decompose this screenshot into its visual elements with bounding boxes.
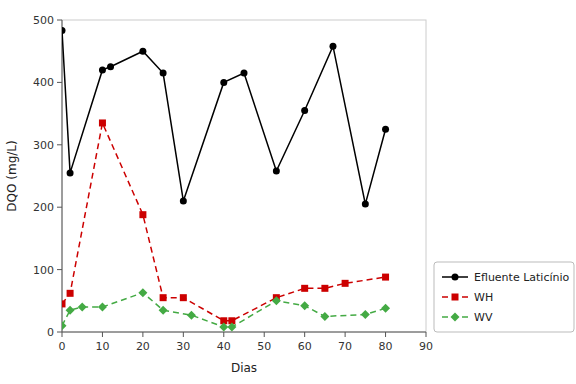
point xyxy=(342,280,349,287)
y-tick xyxy=(57,144,62,145)
legend-marker xyxy=(452,294,459,301)
point xyxy=(180,197,187,204)
point xyxy=(139,211,146,218)
point xyxy=(227,323,236,332)
point xyxy=(160,294,167,301)
point xyxy=(98,303,107,312)
point xyxy=(362,201,369,208)
point xyxy=(67,169,74,176)
x-tick xyxy=(304,332,305,337)
legend-label: Efluente Laticínio xyxy=(474,271,570,284)
point xyxy=(67,290,74,297)
x-tick xyxy=(264,332,265,337)
y-axis: 0 100 200 300 400 500 xyxy=(33,14,62,339)
x-tick xyxy=(385,332,386,337)
legend-label: WV xyxy=(474,311,493,324)
series-line xyxy=(62,31,386,204)
point xyxy=(329,43,336,50)
legend-marker xyxy=(451,313,460,322)
x-tick-label: 30 xyxy=(176,340,190,353)
x-tick xyxy=(142,332,143,337)
x-tick xyxy=(223,332,224,337)
point xyxy=(159,306,168,315)
legend-marker xyxy=(452,274,459,281)
point xyxy=(361,310,370,319)
x-tick-label: 50 xyxy=(257,340,271,353)
series xyxy=(62,288,390,331)
point xyxy=(220,79,227,86)
point xyxy=(138,288,147,297)
x-tick-label: 90 xyxy=(419,340,433,353)
series xyxy=(62,27,389,207)
point xyxy=(382,126,389,133)
series xyxy=(62,119,389,324)
point xyxy=(241,70,248,77)
series-line xyxy=(62,123,386,321)
y-tick-label: 500 xyxy=(33,14,54,27)
point xyxy=(107,63,114,70)
point xyxy=(99,119,106,126)
x-tick-label: 40 xyxy=(217,340,231,353)
legend: Efluente Laticínio WH WV xyxy=(434,262,574,332)
point xyxy=(320,312,329,321)
y-tick-label: 100 xyxy=(33,264,54,277)
point xyxy=(66,306,75,315)
y-tick xyxy=(57,332,62,333)
y-tick xyxy=(57,20,62,21)
chart: 0 10 20 30 40 50 60 70 80 90 Dias 0 100 200 300 400 500 D… xyxy=(0,0,576,384)
x-tick xyxy=(62,332,63,337)
x-tick xyxy=(426,332,427,337)
y-tick xyxy=(57,269,62,270)
x-axis: 0 10 20 30 40 50 60 70 80 90 xyxy=(59,332,434,353)
point xyxy=(382,274,389,281)
x-tick xyxy=(102,332,103,337)
point xyxy=(62,300,66,307)
x-tick xyxy=(345,332,346,337)
point xyxy=(62,321,67,330)
y-tick-label: 0 xyxy=(47,326,54,339)
point xyxy=(381,304,390,313)
y-tick xyxy=(57,207,62,208)
y-tick-label: 200 xyxy=(33,201,54,214)
point xyxy=(180,294,187,301)
point xyxy=(99,66,106,73)
x-tick-label: 0 xyxy=(59,340,66,353)
series-line xyxy=(62,293,386,327)
point xyxy=(62,27,66,34)
legend-label: WH xyxy=(474,291,493,304)
y-axis-label: DQO (mg/L) xyxy=(5,140,19,211)
point xyxy=(300,301,309,310)
point xyxy=(272,296,281,305)
point xyxy=(301,107,308,114)
point xyxy=(160,70,167,77)
x-tick-label: 70 xyxy=(338,340,352,353)
y-tick xyxy=(57,82,62,83)
point xyxy=(219,323,228,332)
x-tick-label: 60 xyxy=(298,340,312,353)
plot-content xyxy=(62,27,390,331)
x-tick-label: 20 xyxy=(136,340,150,353)
point xyxy=(321,285,328,292)
x-tick-label: 10 xyxy=(95,340,109,353)
x-tick xyxy=(183,332,184,337)
plot-area xyxy=(62,20,426,332)
point xyxy=(139,48,146,55)
x-axis-line xyxy=(62,332,426,333)
point xyxy=(301,285,308,292)
x-tick-label: 80 xyxy=(379,340,393,353)
point xyxy=(187,311,196,320)
point xyxy=(78,303,87,312)
y-tick-label: 400 xyxy=(33,76,54,89)
y-axis-line xyxy=(62,20,63,332)
y-tick-label: 300 xyxy=(33,139,54,152)
point xyxy=(273,168,280,175)
legend-box xyxy=(434,262,574,332)
x-axis-label: Dias xyxy=(231,361,257,375)
